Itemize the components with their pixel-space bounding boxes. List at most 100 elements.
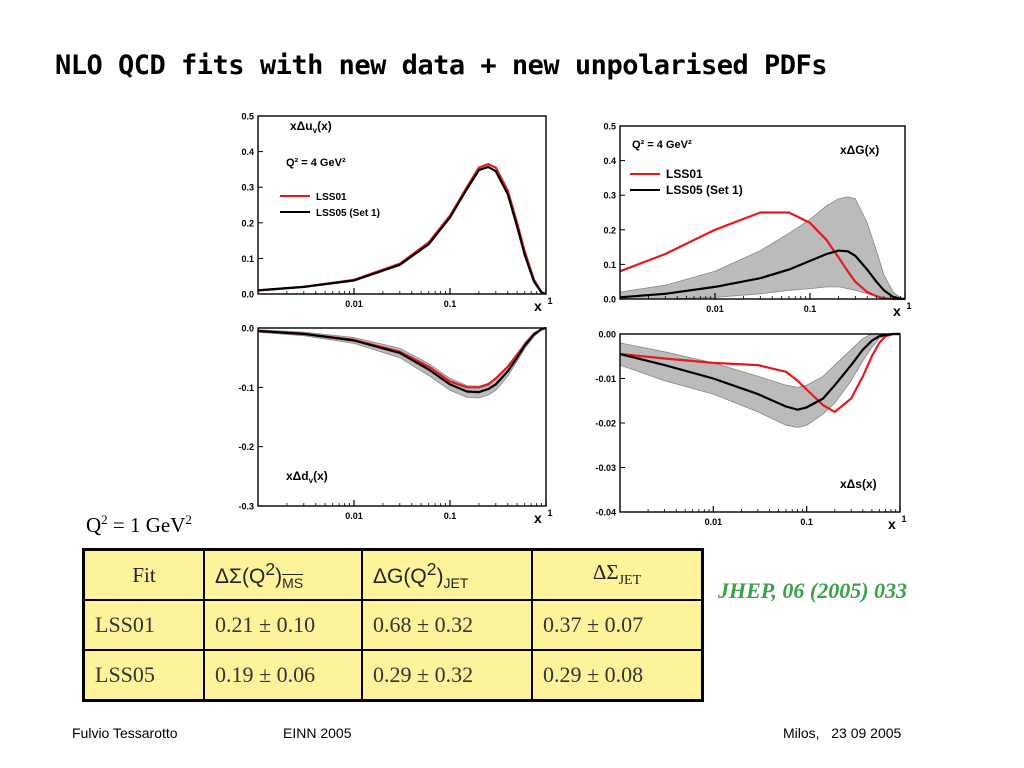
series-line-lss05-set-1 xyxy=(619,249,906,301)
chart-xdelta-dv: -0.3 -0.2 -0.1 0.0 0.01 0.1 1 x xΔdv(x) xyxy=(228,318,558,533)
header-close: ) xyxy=(275,564,283,588)
x-tick-label: 1 xyxy=(547,508,552,518)
header-fit-text: Fit xyxy=(132,562,156,587)
q2-annotation: Q² = 4 GeV² xyxy=(286,157,346,169)
y-tick-label: 0.5 xyxy=(603,122,616,132)
series-line-lss05-set-1 xyxy=(619,332,900,411)
x-tick-label: 0.1 xyxy=(800,517,813,527)
header-sup: 2 xyxy=(426,558,437,579)
fit-results-table: Fit ΔΣ(Q2)MS ΔG(Q2)JET ΔΣJET LSS01 0.21 … xyxy=(82,548,704,702)
x-tick-label: 0.1 xyxy=(444,299,457,309)
footer-event: EINN 2005 xyxy=(283,725,352,741)
x-axis-label: x xyxy=(534,510,542,526)
header-delta-g-jet: ΔG(Q2)JET xyxy=(361,548,533,601)
q2-label-value: = 1 GeV xyxy=(107,513,186,537)
series-line-lss05-set-1 xyxy=(257,326,547,394)
table-header-row: Fit ΔΣ(Q2)MS ΔG(Q2)JET ΔΣJET xyxy=(82,548,704,601)
x-tick-label: 1 xyxy=(547,296,552,306)
y-tick-label: 0.5 xyxy=(241,112,254,122)
y-tick-label: 0.2 xyxy=(241,218,254,228)
plot-frame xyxy=(257,115,547,295)
x-tick-label: 0.01 xyxy=(345,299,363,309)
y-tick-label: 0.4 xyxy=(603,156,616,166)
header-sup: 2 xyxy=(265,558,276,579)
table-cell: 0.37 ± 0.07 xyxy=(531,599,704,651)
y-tick-label: -0.04 xyxy=(595,508,616,518)
header-sub-jet: JET xyxy=(618,573,642,589)
header-delta-sigma-ms: ΔΣ(Q2)MS xyxy=(203,548,363,601)
footer-place-date: Milos, 23 09 2005 xyxy=(783,725,902,741)
x-tick-label: 0.01 xyxy=(345,511,363,521)
y-tick-label: 0.0 xyxy=(241,290,254,300)
y-tick-label: 0.1 xyxy=(241,254,254,264)
chart-svg: -0.3 -0.2 -0.1 0.0 0.01 0.1 1x xΔdv(x) xyxy=(238,324,552,527)
x-axis-label: x xyxy=(893,303,901,319)
y-tick-label: 0.0 xyxy=(603,295,616,305)
table-cell: LSS01 xyxy=(82,599,205,651)
header-delta-sigma-jet: ΔΣJET xyxy=(531,548,704,601)
x-tick-label: 0.1 xyxy=(804,304,817,314)
table-row: LSS05 0.19 ± 0.06 0.29 ± 0.32 0.29 ± 0.0… xyxy=(82,649,704,702)
plot-frame xyxy=(257,327,547,507)
y-tick-label: -0.3 xyxy=(238,502,254,512)
table-row: LSS01 0.21 ± 0.10 0.68 ± 0.32 0.37 ± 0.0… xyxy=(82,599,704,651)
y-tick-label: -0.02 xyxy=(595,419,616,429)
series-line-lss05-set-1 xyxy=(257,165,547,296)
chart-svg: 0.0 0.1 0.2 0.3 0.4 0.5 0.01 0.1 1x xΔuv(x) Q² = 4… xyxy=(241,112,552,315)
legend-label: LSS05 (Set 1) xyxy=(316,208,380,219)
y-tick-label: -0.01 xyxy=(595,374,616,384)
chart-svg: -0.04 -0.03 -0.02 -0.01 0.00 0.01 0.1 1x xΔs(x) xyxy=(595,330,906,533)
y-tick-label: 0.0 xyxy=(241,324,254,334)
curve-label: xΔG(x) xyxy=(840,143,879,157)
footer-author: Fulvio Tessarotto xyxy=(72,725,178,741)
y-tick-label: -0.2 xyxy=(238,442,254,452)
curve-label: xΔdv(x) xyxy=(286,469,328,485)
plot-frame xyxy=(619,125,906,300)
error-band xyxy=(257,327,547,399)
q2-annotation: Q² = 4 GeV² xyxy=(632,139,692,151)
table-cell: 0.19 ± 0.06 xyxy=(203,649,363,702)
header-text: ΔΣ(Q xyxy=(215,564,266,588)
series-line-lss01 xyxy=(619,332,900,414)
header-close: ) xyxy=(436,564,444,588)
x-tick-label: 0.01 xyxy=(706,304,724,314)
journal-reference: JHEP, 06 (2005) 033 xyxy=(718,578,908,603)
legend-label: LSS01 xyxy=(316,192,347,203)
x-axis-label: x xyxy=(534,298,542,314)
q2-label: Q2 = 1 GeV2 xyxy=(86,512,192,538)
y-tick-label: 0.3 xyxy=(241,183,254,193)
header-sub-jet: JET xyxy=(443,575,469,592)
legend-label: LSS01 xyxy=(666,167,703,181)
x-tick-label: 0.1 xyxy=(444,511,457,521)
legend-label: LSS05 (Set 1) xyxy=(666,183,743,197)
curve-label: xΔs(x) xyxy=(840,477,877,491)
y-tick-label: 0.2 xyxy=(603,225,616,235)
curve-label: xΔuv(x) xyxy=(290,119,332,135)
y-tick-label: 0.3 xyxy=(603,191,616,201)
header-sub-ms: MS xyxy=(282,575,304,592)
table-cell: 0.21 ± 0.10 xyxy=(203,599,363,651)
x-tick-label: 0.01 xyxy=(705,517,723,527)
header-text: ΔΣ xyxy=(592,560,619,585)
header-text: ΔG(Q xyxy=(373,564,427,588)
y-tick-label: 0.00 xyxy=(598,330,616,340)
table-cell: 0.68 ± 0.32 xyxy=(361,599,533,651)
y-tick-label: -0.03 xyxy=(595,463,616,473)
y-tick-label: 0.4 xyxy=(241,147,254,157)
q2-label-q: Q xyxy=(86,513,102,537)
chart-xdelta-s: -0.04 -0.03 -0.02 -0.01 0.00 0.01 0.1 1 x xΔs(x) xyxy=(578,326,918,546)
chart-xdelta-g: 0.0 0.1 0.2 0.3 0.4 0.5 0.01 0.1 1 x xΔG(x) Q² = 4 … xyxy=(584,118,924,333)
table-cell: 0.29 ± 0.08 xyxy=(531,649,704,702)
table-cell: 0.29 ± 0.32 xyxy=(361,649,533,702)
q2-label-unit-exp: 2 xyxy=(185,512,192,527)
x-axis-label: x xyxy=(888,516,896,532)
chart-xdelta-uv: 0.0 0.1 0.2 0.3 0.4 0.5 0.01 0.1 1 x xΔuv(x) Q² = 4… xyxy=(228,108,558,318)
y-tick-label: 0.1 xyxy=(603,260,616,270)
slide-title: NLO QCD fits with new data + new unpolar… xyxy=(55,50,828,81)
y-tick-label: -0.1 xyxy=(238,383,254,393)
x-tick-label: 1 xyxy=(901,514,906,524)
error-band xyxy=(619,333,900,428)
header-fit: Fit xyxy=(82,548,205,601)
x-tick-label: 1 xyxy=(906,301,911,311)
table-cell: LSS05 xyxy=(82,649,205,702)
